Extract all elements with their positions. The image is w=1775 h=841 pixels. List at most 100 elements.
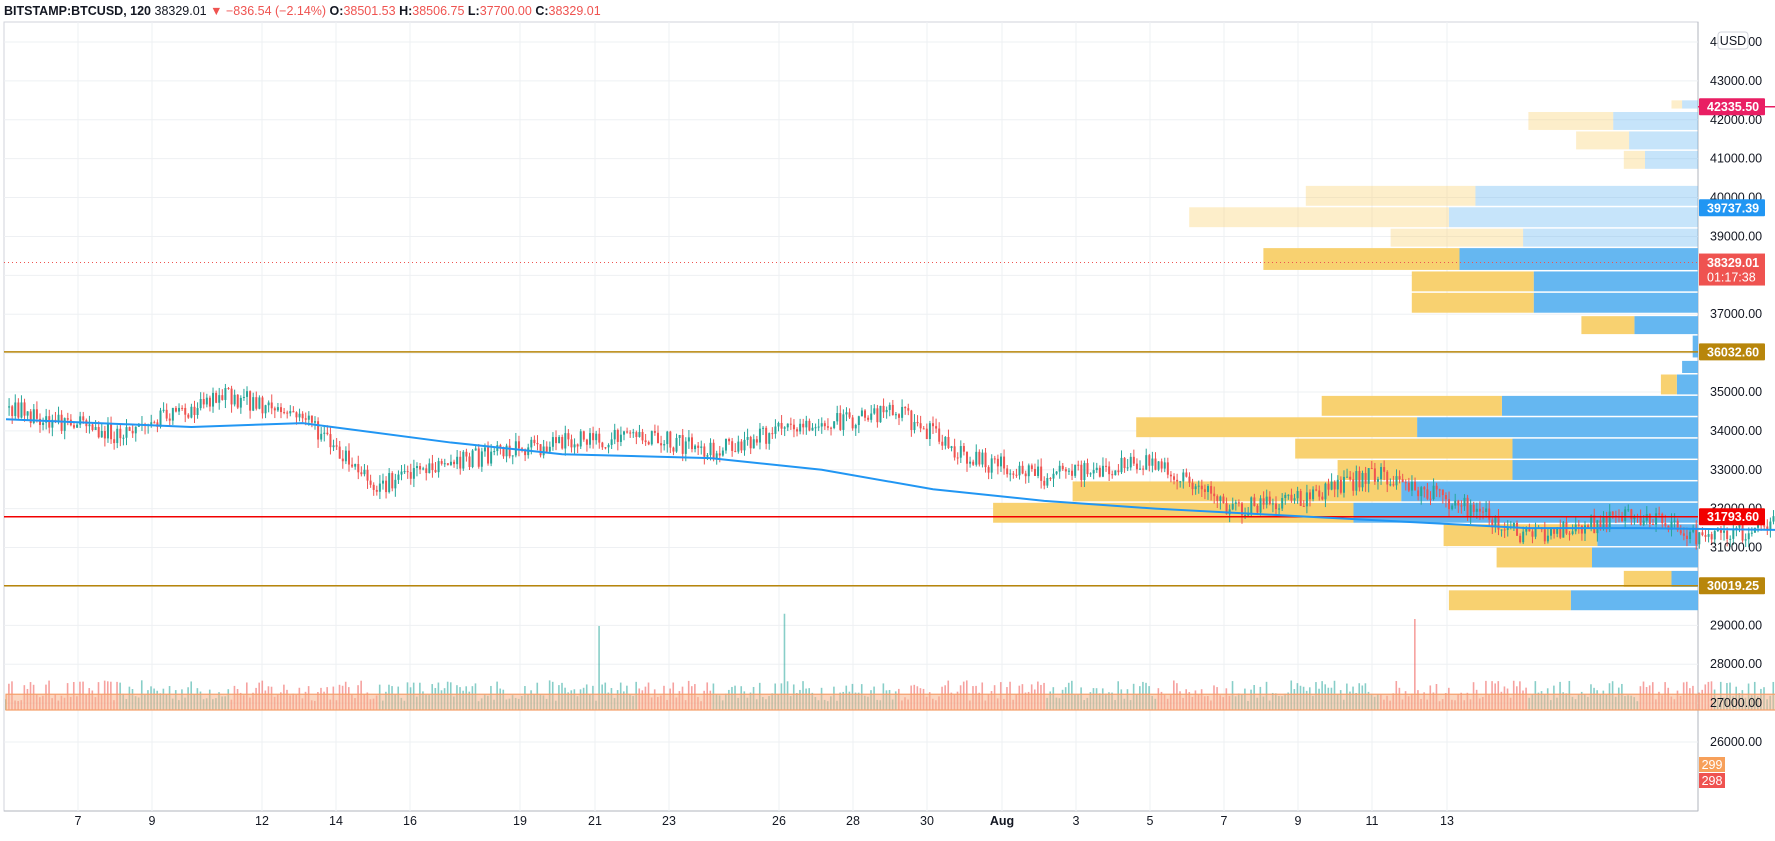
level-badge: 31793.60 <box>1707 510 1759 524</box>
candle-body <box>215 392 218 403</box>
candle-body <box>1407 482 1410 491</box>
ma-badge-bg <box>1699 199 1765 217</box>
volume-profile-down-bar <box>1411 271 1534 292</box>
candle-body <box>703 446 706 457</box>
candle-body <box>666 431 669 445</box>
price-axis[interactable]: 26000.0027000.0028000.0029000.0030000.00… <box>1710 35 1762 749</box>
candle-body <box>354 464 357 467</box>
candle-body <box>737 441 740 452</box>
candle-body <box>477 448 480 467</box>
price-tick-label: 37000.00 <box>1710 307 1762 321</box>
currency-button[interactable]: USD <box>1717 31 1749 50</box>
candle-body <box>1299 491 1302 506</box>
candle-body <box>1590 515 1593 528</box>
candle-body <box>1367 468 1370 484</box>
candle-body <box>29 411 32 423</box>
candle-body <box>397 474 400 480</box>
candle-body <box>830 427 833 429</box>
candle-body <box>1281 498 1284 509</box>
price-tick-label: 33000.00 <box>1710 463 1762 477</box>
candle-body <box>1067 470 1070 472</box>
candle-body <box>681 435 684 454</box>
candle-body <box>1064 469 1067 472</box>
candle-body <box>1546 535 1549 542</box>
time-axis[interactable]: 7 9 12 14 16 19 21 23 26 28 30 Aug 3 5 7 9 11 13 <box>75 814 1454 828</box>
candle-body <box>687 437 690 442</box>
volume-profile-down-bar <box>1581 316 1635 335</box>
candle-body <box>1395 476 1398 486</box>
candle-body <box>728 438 731 442</box>
candle-body <box>524 449 527 456</box>
candle-body <box>150 422 153 425</box>
candle-body <box>338 446 341 459</box>
candle-body <box>1726 530 1729 539</box>
candle-body <box>1009 473 1012 475</box>
candle-body <box>42 422 45 425</box>
currency-label[interactable]: USD <box>1720 34 1746 48</box>
candle-body <box>1287 494 1290 496</box>
volume-profile-up-bar <box>1613 112 1698 130</box>
candle-body <box>972 461 975 465</box>
candle-body <box>1605 516 1608 530</box>
horizontal-levels[interactable] <box>4 105 1775 587</box>
candle-body <box>242 396 245 398</box>
candle-body <box>857 416 860 426</box>
candle-body <box>777 422 780 427</box>
candle-body <box>965 451 968 464</box>
candle-body <box>1086 463 1089 475</box>
candle-body <box>1169 474 1172 477</box>
candle-body <box>1568 533 1571 535</box>
candle-body <box>1182 472 1185 482</box>
candle-body <box>1432 485 1435 500</box>
candle-body <box>836 413 839 422</box>
high-label: H: <box>399 4 413 18</box>
candle-body <box>675 437 678 452</box>
candle-body <box>264 405 267 414</box>
time-tick-label: 21 <box>588 814 602 828</box>
candle-body <box>45 416 48 423</box>
high-value: 38506.75 <box>412 4 465 18</box>
candle-body <box>935 426 938 429</box>
candle-body <box>894 414 897 416</box>
candle-body <box>1061 465 1064 470</box>
volume-profile-up-bar <box>1671 570 1698 587</box>
candle-body <box>1157 461 1160 470</box>
candle-body <box>1457 500 1460 506</box>
candle-body <box>270 402 273 409</box>
candle-body <box>987 467 990 473</box>
candle-body <box>709 442 712 456</box>
candle-body <box>978 451 981 465</box>
candle-body <box>938 428 941 442</box>
candle-body <box>888 404 891 410</box>
candle-body <box>882 405 885 413</box>
grid <box>4 22 1698 811</box>
candle-body <box>1630 509 1633 520</box>
price-badges: 36032.60 31793.60 30019.25 42335.50 39737.39… <box>1699 98 1765 788</box>
candle-body <box>258 397 261 409</box>
candle-body <box>1624 509 1627 522</box>
candle-body <box>1324 483 1327 500</box>
time-tick-label: 28 <box>846 814 860 828</box>
candle-body <box>106 423 109 439</box>
candle-body <box>1043 480 1046 486</box>
candle-body <box>283 412 286 414</box>
candle-body <box>1516 522 1519 536</box>
candle-body <box>1284 494 1287 499</box>
candle-body <box>876 408 879 423</box>
candle-body <box>1241 503 1243 516</box>
volume-profile-down-bar <box>1321 395 1502 416</box>
candle-body <box>14 402 17 417</box>
candle-body <box>1735 527 1738 529</box>
candle-body <box>1250 497 1253 515</box>
price-tick-label: 27000.00 <box>1710 696 1762 710</box>
volume-badge: 299 <box>1702 758 1723 772</box>
volume-profile-up-bar <box>1682 100 1698 109</box>
candle-body <box>1463 497 1466 507</box>
symbol-name[interactable]: BITSTAMP:BTCUSD, 120 <box>4 4 152 18</box>
candle-body <box>1163 462 1166 469</box>
candle-body <box>190 406 193 418</box>
candle-body <box>1185 472 1188 477</box>
candle-body <box>672 447 675 452</box>
candle-body <box>1695 527 1698 545</box>
